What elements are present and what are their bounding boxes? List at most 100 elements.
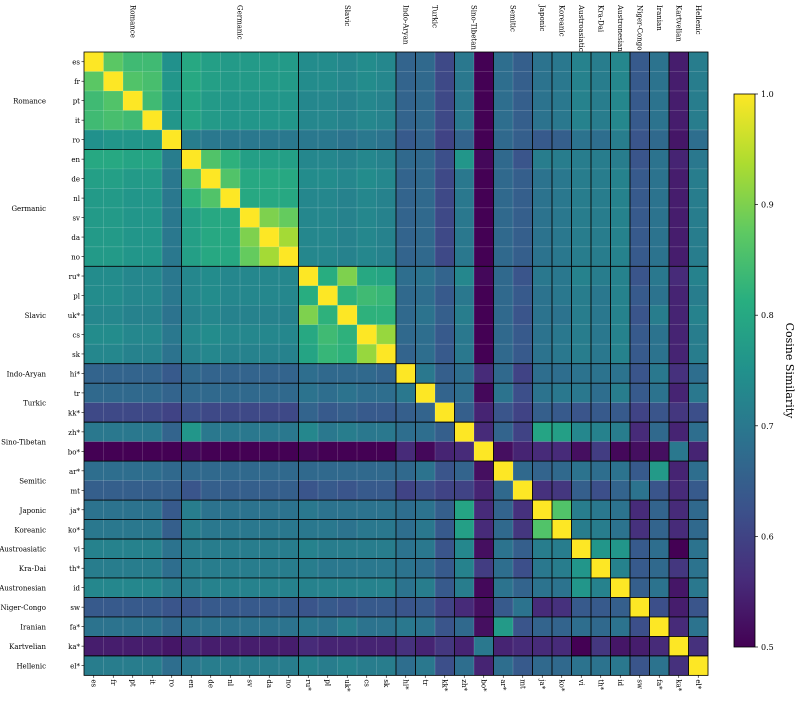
heatmap-cell-pt-nl bbox=[220, 90, 241, 111]
heatmap-cell-da-ru* bbox=[298, 227, 319, 248]
row-label: da bbox=[71, 234, 80, 242]
heatmap-cell-sk-pt bbox=[123, 344, 143, 364]
heatmap-cell-mt-uk* bbox=[337, 480, 358, 501]
heatmap-cell-kk*-fa* bbox=[649, 402, 670, 423]
heatmap-cell-fa*-vi bbox=[571, 616, 592, 637]
heatmap-cell-da-da bbox=[259, 227, 280, 248]
heatmap-cell-sv-th* bbox=[591, 207, 611, 228]
column-label: fa* bbox=[655, 679, 663, 690]
heatmap-cell-tr-uk* bbox=[337, 383, 358, 403]
heatmap-cell-ja*-cs bbox=[357, 500, 377, 520]
heatmap-cell-pl-ja* bbox=[532, 285, 553, 306]
heatmap-cell-ko*-ro bbox=[162, 519, 182, 540]
heatmap-cell-mt-pl bbox=[318, 480, 338, 501]
heatmap-cell-sv-sk bbox=[376, 207, 397, 228]
colorbar-label: Cosine Similarity bbox=[783, 323, 796, 420]
heatmap-cell-cs-el* bbox=[688, 324, 709, 345]
heatmap-cell-vi-th* bbox=[591, 539, 611, 559]
heatmap-cell-el*-en bbox=[181, 655, 202, 676]
heatmap-cell-en-uk* bbox=[337, 149, 358, 170]
heatmap-cell-ko*-ru* bbox=[298, 519, 319, 540]
column-label: ko* bbox=[557, 679, 565, 691]
heatmap-cell-ka*-tr bbox=[415, 636, 436, 657]
heatmap-cell-ro-sv bbox=[240, 129, 260, 150]
heatmap-cell-tr-hi* bbox=[396, 383, 416, 403]
heatmap-cell-ko*-sk bbox=[376, 519, 397, 540]
heatmap-cell-pt-es bbox=[84, 90, 104, 111]
heatmap-cell-bo*-vi bbox=[571, 441, 592, 462]
heatmap-cell-uk*-el* bbox=[688, 305, 709, 326]
heatmap-cell-sk-fa* bbox=[649, 344, 670, 364]
heatmap-cell-pl-kk* bbox=[435, 285, 455, 306]
heatmap-cell-ka*-sw bbox=[630, 636, 650, 657]
heatmap-cell-fr-ro bbox=[162, 71, 182, 92]
heatmap-cell-ro-kk* bbox=[435, 129, 455, 150]
heatmap-cell-sv-ru* bbox=[298, 207, 319, 228]
heatmap-cell-ka*-no bbox=[279, 636, 299, 657]
heatmap-cell-pt-pt bbox=[123, 90, 143, 111]
heatmap-cell-vi-ja* bbox=[532, 539, 553, 559]
heatmap-cell-nl-tr bbox=[415, 188, 436, 209]
heatmap-cell-ru*-kk* bbox=[435, 266, 455, 287]
heatmap-cell-ar*-en bbox=[181, 461, 202, 481]
heatmap-cell-zh*-th* bbox=[591, 422, 611, 442]
column-label: ka* bbox=[674, 679, 682, 691]
heatmap-cell-en-tr bbox=[415, 149, 436, 170]
heatmap-cell-de-sk bbox=[376, 168, 397, 189]
heatmap-frame bbox=[83, 51, 709, 676]
heatmap-cell-uk*-ru* bbox=[298, 305, 319, 326]
heatmap-cell-th*-de bbox=[201, 558, 221, 579]
heatmap-cell-en-vi bbox=[571, 149, 592, 170]
heatmap-cell-sv-no bbox=[279, 207, 299, 228]
heatmap-cell-ru*-ro bbox=[162, 266, 182, 287]
heatmap-cell-cs-en bbox=[181, 324, 202, 345]
row-family-label: Austroasiatic bbox=[0, 546, 46, 554]
heatmap-cell-sk-ka* bbox=[669, 344, 689, 364]
row-family-label: Germanic bbox=[11, 205, 46, 213]
column-family-label: Kra-Dai bbox=[596, 5, 604, 33]
heatmap-cell-vi-ka* bbox=[669, 539, 689, 559]
heatmap-cell-ko*-ar* bbox=[493, 519, 514, 540]
heatmap-cell-el*-zh* bbox=[454, 655, 475, 676]
heatmap-cell-bo*-ko* bbox=[552, 441, 572, 462]
heatmap-cell-no-fa* bbox=[649, 246, 670, 267]
heatmap-cell-kk*-el* bbox=[688, 402, 709, 423]
heatmap-cell-tr-sw bbox=[630, 383, 650, 403]
heatmap-cell-fr-id bbox=[610, 71, 631, 92]
heatmap-cell-mt-en bbox=[181, 480, 202, 501]
heatmap-cell-sk-uk* bbox=[337, 344, 358, 364]
heatmap-cell-zh*-bo* bbox=[474, 422, 494, 442]
heatmap-cell-vi-zh* bbox=[454, 539, 475, 559]
heatmap-cell-da-es bbox=[84, 227, 104, 248]
heatmap-cell-ja*-ru* bbox=[298, 500, 319, 520]
heatmap-cell-bo*-es bbox=[84, 441, 104, 462]
heatmap-cell-cs-sv bbox=[240, 324, 260, 345]
heatmap-cell-en-mt bbox=[513, 149, 533, 170]
heatmap-cell-uk*-hi* bbox=[396, 305, 416, 326]
heatmap-cell-cs-fr bbox=[103, 324, 124, 345]
heatmap-cell-sw-no bbox=[279, 597, 299, 618]
heatmap-cell-sk-zh* bbox=[454, 344, 475, 364]
heatmap-cell-th*-ro bbox=[162, 558, 182, 579]
heatmap-cell-ru*-hi* bbox=[396, 266, 416, 287]
heatmap-cell-pl-sv bbox=[240, 285, 260, 306]
heatmap-cell-ro-sk bbox=[376, 129, 397, 150]
heatmap-cell-no-ka* bbox=[669, 246, 689, 267]
heatmap-cell-ka*-en bbox=[181, 636, 202, 657]
heatmap-cell-es-ko* bbox=[552, 52, 572, 72]
heatmap-cell-fa*-id bbox=[610, 616, 631, 637]
heatmap-cell-ka*-vi bbox=[571, 636, 592, 657]
heatmap-cell-hi*-hi* bbox=[396, 363, 416, 384]
heatmap-cell-de-fr bbox=[103, 168, 124, 189]
heatmap-cell-zh*-no bbox=[279, 422, 299, 442]
heatmap-cell-no-pt bbox=[123, 246, 143, 267]
heatmap-cell-fa*-bo* bbox=[474, 616, 494, 637]
heatmap-cell-kk*-da bbox=[259, 402, 280, 423]
heatmap-cell-it-de bbox=[201, 110, 221, 131]
heatmap-cell-de-tr bbox=[415, 168, 436, 189]
heatmap-cell-vi-kk* bbox=[435, 539, 455, 559]
heatmap-cell-de-bo* bbox=[474, 168, 494, 189]
heatmap-cell-en-pl bbox=[318, 149, 338, 170]
heatmap-cell-ja*-de bbox=[201, 500, 221, 520]
heatmap-cell-bo*-ru* bbox=[298, 441, 319, 462]
